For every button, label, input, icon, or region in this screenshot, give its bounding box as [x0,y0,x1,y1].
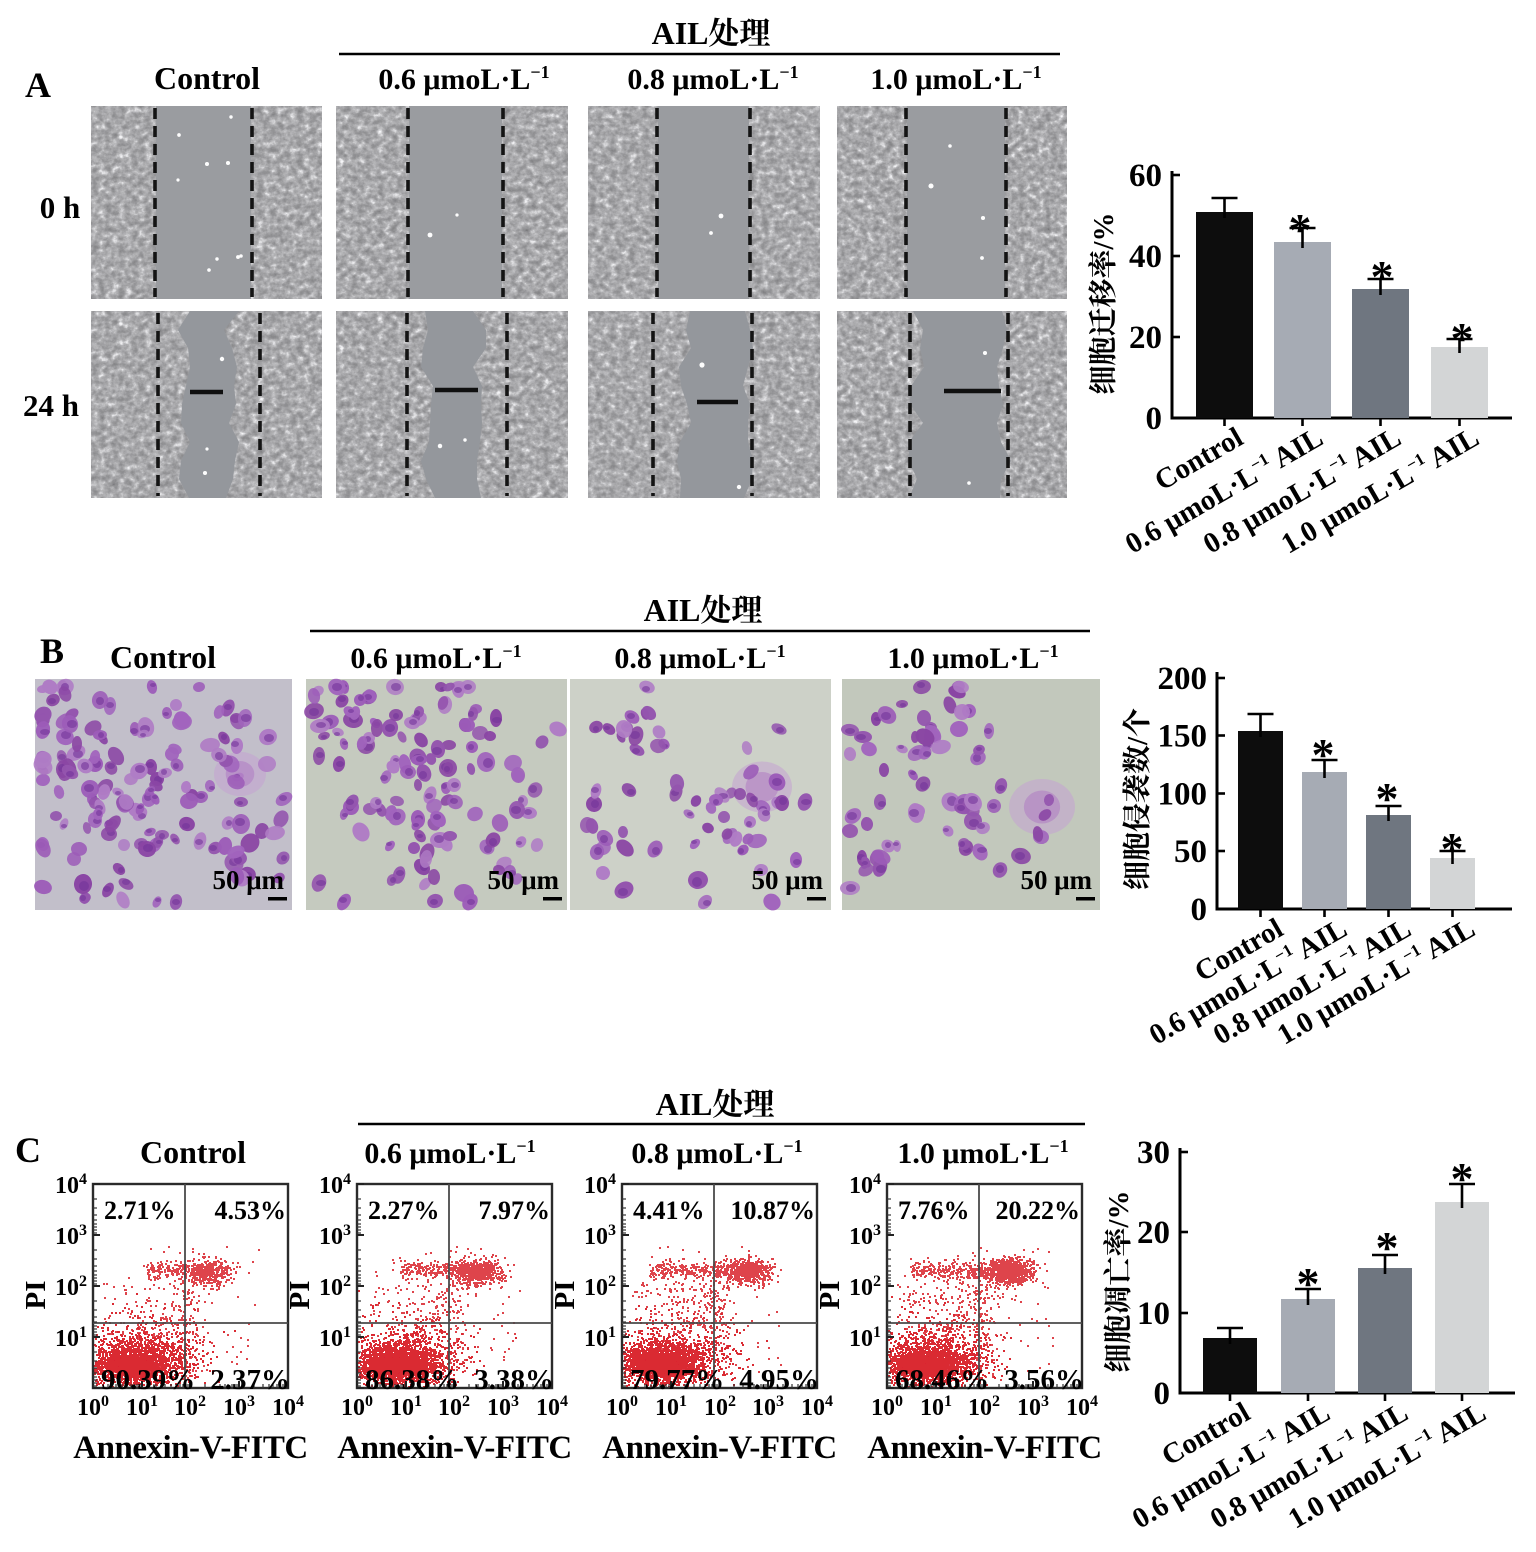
svg-text:*: * [1312,729,1335,780]
svg-text:0: 0 [1191,892,1208,928]
svg-text:3.56%: 3.56% [1004,1364,1084,1396]
svg-text:PI: PI [549,1281,581,1310]
svg-text:0: 0 [1154,1376,1171,1412]
svg-text:AIL: AIL [652,15,709,51]
svg-text:50: 50 [1174,834,1207,870]
svg-text:0.8 μmoL·L−1: 0.8 μmoL·L−1 [631,1136,802,1170]
svg-text:*: * [1371,251,1394,302]
svg-text:0.6 μmoL·L−1: 0.6 μmoL·L−1 [378,62,549,96]
svg-text:20: 20 [1129,320,1162,356]
svg-text:150: 150 [1158,719,1208,755]
svg-text:10.87%: 10.87% [731,1196,816,1225]
svg-text:103: 103 [752,1393,784,1421]
svg-text:/: / [1122,736,1154,746]
svg-text:Annexin-V-FITC: Annexin-V-FITC [602,1430,836,1466]
svg-text:50 μm: 50 μm [487,865,559,895]
svg-text:7.76%: 7.76% [898,1196,970,1225]
svg-text:4.95%: 4.95% [739,1364,819,1396]
svg-text:60: 60 [1129,158,1162,194]
svg-text:0.8 μmoL·L−1: 0.8 μmoL·L−1 [614,641,785,675]
svg-text:4.41%: 4.41% [633,1196,705,1225]
svg-text:Annexin-V-FITC: Annexin-V-FITC [867,1430,1101,1466]
svg-text:20: 20 [1137,1215,1170,1251]
svg-text:PI: PI [814,1281,846,1310]
svg-text:2.71%: 2.71% [104,1196,176,1225]
svg-text:68.46%: 68.46% [895,1364,989,1396]
svg-text:1.0 μmoL·L−1: 1.0 μmoL·L−1 [897,1136,1068,1170]
svg-text:*: * [1451,313,1474,364]
svg-text:24 h: 24 h [23,388,79,423]
svg-text:1.0 μmoL·L−1: 1.0 μmoL·L−1 [870,62,1041,96]
svg-text:20.22%: 20.22% [996,1196,1081,1225]
svg-text:1.0 μmoL·L−1: 1.0 μmoL·L−1 [887,641,1058,675]
svg-text:2.37%: 2.37% [210,1364,290,1396]
svg-text:/%: /% [1088,213,1120,251]
svg-text:Annexin-V-FITC: Annexin-V-FITC [337,1430,571,1466]
svg-text:PI: PI [284,1281,316,1310]
svg-text:Control: Control [110,639,216,675]
svg-text:79.77%: 79.77% [630,1364,724,1396]
svg-text:C: C [15,1130,41,1170]
svg-text:B: B [40,631,64,671]
svg-text:86.38%: 86.38% [365,1364,459,1396]
svg-text:7.97%: 7.97% [479,1196,551,1225]
svg-text:50 μm: 50 μm [751,865,823,895]
svg-text:Control: Control [154,60,260,96]
svg-text:0: 0 [1146,401,1163,437]
svg-text:PI: PI [20,1281,52,1310]
svg-text:Control: Control [140,1134,246,1170]
svg-text:*: * [1297,1258,1320,1309]
svg-text:0.6 μmoL·L−1: 0.6 μmoL·L−1 [364,1136,535,1170]
svg-text:100: 100 [1158,777,1208,813]
svg-text:102: 102 [849,1273,881,1301]
svg-text:0.6 μmoL·L−1: 0.6 μmoL·L−1 [350,641,521,675]
svg-text:200: 200 [1158,661,1208,697]
svg-text:0 h: 0 h [40,190,81,225]
svg-text:*: * [1451,1153,1474,1204]
svg-text:40: 40 [1129,239,1162,275]
svg-text:*: * [1441,823,1464,874]
svg-text:90.39%: 90.39% [101,1364,195,1396]
svg-text:*: * [1289,204,1312,255]
svg-text:0.8 μmoL·L−1: 0.8 μmoL·L−1 [627,62,798,96]
svg-text:50 μm: 50 μm [212,865,284,895]
svg-text:2.27%: 2.27% [368,1196,440,1225]
svg-text:AIL: AIL [644,592,701,628]
svg-text:AIL: AIL [656,1086,713,1122]
svg-text:30: 30 [1137,1135,1170,1171]
svg-text:*: * [1376,773,1399,824]
svg-text:/%: /% [1103,1191,1135,1229]
svg-text:50 μm: 50 μm [1020,865,1092,895]
svg-text:100: 100 [341,1393,373,1421]
svg-text:4.53%: 4.53% [215,1196,287,1225]
svg-text:*: * [1376,1222,1399,1273]
svg-text:Annexin-V-FITC: Annexin-V-FITC [73,1430,307,1466]
svg-text:10: 10 [1137,1296,1170,1332]
svg-text:3.38%: 3.38% [474,1364,554,1396]
svg-text:A: A [25,65,51,105]
